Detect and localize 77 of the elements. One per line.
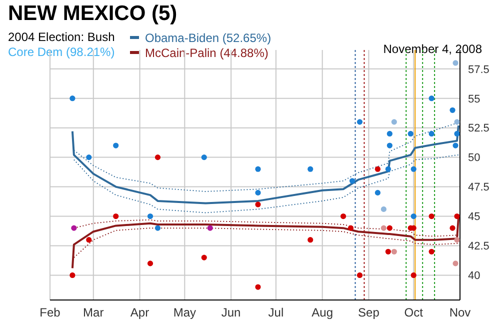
x-tick-label: Aug <box>312 306 334 320</box>
point <box>380 225 386 231</box>
point <box>450 225 456 231</box>
point <box>255 166 261 172</box>
point <box>356 272 363 278</box>
x-tick-label: Feb <box>40 306 61 320</box>
point <box>348 225 354 231</box>
text: 2004 Election: Bush <box>8 30 115 44</box>
y-tick-label: 57.5 <box>468 64 490 76</box>
point <box>356 119 363 125</box>
point <box>452 60 458 66</box>
point <box>308 237 314 243</box>
y-tick-label: 45 <box>468 211 480 224</box>
point <box>454 213 460 220</box>
point <box>154 154 161 160</box>
point <box>147 260 154 266</box>
point <box>386 142 392 148</box>
point <box>255 202 261 208</box>
point <box>385 248 391 254</box>
point <box>86 154 92 160</box>
point <box>71 225 77 231</box>
y-tick-label: 47.5 <box>468 182 490 194</box>
point <box>454 237 460 243</box>
point <box>374 190 380 196</box>
point <box>385 166 391 172</box>
point <box>340 213 346 220</box>
point <box>86 237 92 243</box>
point <box>452 260 458 266</box>
point <box>70 272 76 278</box>
x-tick-label: Nov <box>449 306 471 320</box>
x-tick-label: Sep <box>358 306 380 320</box>
point <box>154 225 161 231</box>
annotation: November 4, 2008 <box>383 42 482 56</box>
point <box>450 107 456 113</box>
point <box>391 119 397 125</box>
x-tick-label: Jul <box>268 306 284 320</box>
point <box>408 130 414 137</box>
point <box>255 190 261 196</box>
point <box>308 166 314 172</box>
point <box>428 213 434 220</box>
y-tick-label: 50 <box>468 152 480 164</box>
point <box>428 96 434 102</box>
point <box>113 213 119 220</box>
chart-title: NEW MEXICO (5) <box>8 2 178 26</box>
y-tick-label: 40 <box>468 270 480 282</box>
point <box>428 130 434 137</box>
x-tick-label: May <box>173 306 196 320</box>
point <box>255 284 261 290</box>
point <box>201 254 207 260</box>
y-tick-label: 55 <box>468 93 480 106</box>
point <box>207 225 213 231</box>
point <box>410 272 416 278</box>
legend-label: McCain-Palin (44.88%) <box>144 45 270 60</box>
point <box>454 119 460 125</box>
point <box>201 154 207 160</box>
x-tick-label: Oct <box>404 306 424 320</box>
y-tick-label: 42.5 <box>468 240 490 253</box>
point <box>410 213 416 220</box>
x-tick-label: Jun <box>221 306 241 320</box>
point <box>386 225 392 231</box>
point <box>113 142 119 148</box>
point <box>349 178 356 184</box>
y-tick-label: 52.5 <box>468 122 490 135</box>
point <box>454 130 460 137</box>
point <box>410 166 416 172</box>
annotation: Core Dem (98.21%) <box>8 45 115 59</box>
point <box>391 248 397 254</box>
x-tick-label: Apr <box>130 306 150 320</box>
point <box>374 166 380 172</box>
x-tick-label: Mar <box>83 306 104 320</box>
point <box>147 213 154 220</box>
point <box>386 130 392 137</box>
legend-label: Obama-Biden (52.65%) <box>144 30 272 45</box>
point <box>428 248 434 254</box>
point <box>70 96 76 102</box>
point <box>452 142 458 148</box>
point <box>380 206 386 212</box>
